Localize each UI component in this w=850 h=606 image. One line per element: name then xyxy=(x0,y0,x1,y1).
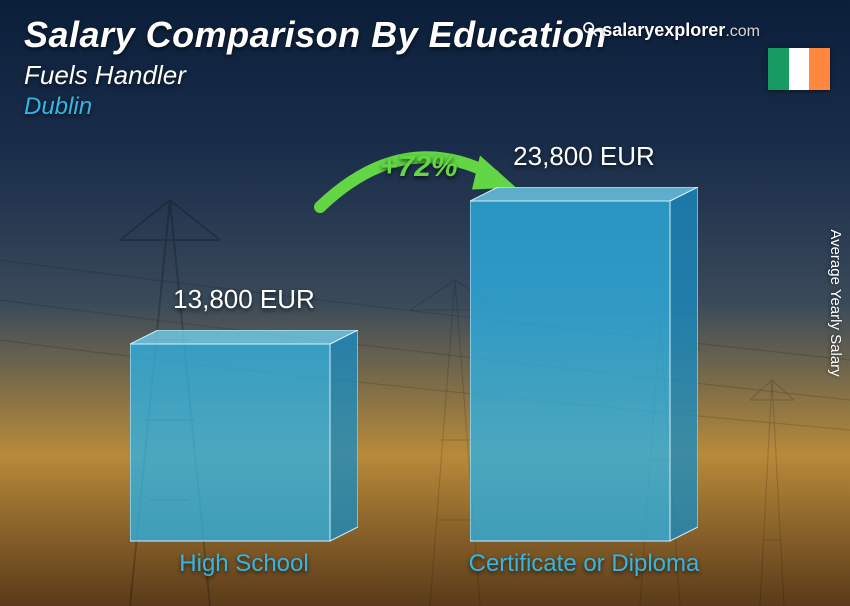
infographic-canvas: Salary Comparison By Education Fuels Han… xyxy=(0,0,850,606)
delta-percent: +72% xyxy=(380,150,458,184)
location-label: Dublin xyxy=(24,93,830,121)
bar-value-1: 23,800 EUR xyxy=(460,141,708,172)
flag-stripe-1 xyxy=(768,48,789,90)
bar-3d-1 xyxy=(470,190,698,544)
bar-faces xyxy=(470,187,698,544)
flag-stripe-2 xyxy=(789,48,810,90)
bar-group-1: 23,800 EURCertificate or Diploma xyxy=(460,141,708,544)
flag-ireland xyxy=(768,48,830,90)
brand-logo: salaryexplorer.com xyxy=(582,20,760,41)
bar-faces xyxy=(130,330,358,544)
bar-3d-0 xyxy=(130,333,358,544)
bar-chart: +72% 13,800 EURHigh School23,800 EURCert… xyxy=(0,140,820,584)
flag-stripe-3 xyxy=(809,48,830,90)
job-title: Fuels Handler xyxy=(24,60,830,91)
bar-label-0: High School xyxy=(120,550,368,578)
magnifier-icon xyxy=(582,21,598,37)
bar-label-1: Certificate or Diploma xyxy=(460,550,708,578)
bar-group-0: 13,800 EURHigh School xyxy=(120,284,368,544)
bar-value-0: 13,800 EUR xyxy=(120,284,368,315)
brand-suffix: .com xyxy=(725,23,760,40)
brand-name: salaryexplorer xyxy=(602,20,725,40)
y-axis-label: Average Yearly Salary xyxy=(827,229,844,376)
